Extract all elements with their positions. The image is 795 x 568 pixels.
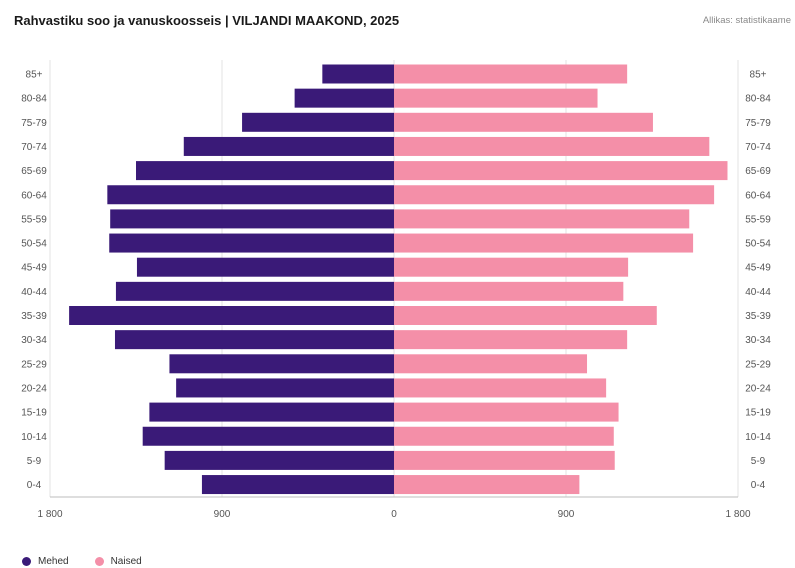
- y-tick-label-left: 75-79: [21, 118, 47, 129]
- bar-women-0-4[interactable]: [394, 475, 580, 495]
- bar-men-20-24[interactable]: [176, 378, 394, 398]
- labels-layer: 1 800 900 0 900 1 800 85+ 85+ 80-84 80-84 75-79 75…: [21, 70, 771, 521]
- bar-women-15-19[interactable]: [394, 402, 619, 422]
- bar-men-50-54[interactable]: [109, 233, 394, 253]
- y-tick-label-left: 35-39: [21, 311, 47, 322]
- grid-layer: [49, 60, 739, 498]
- y-tick-label-right: 75-79: [745, 118, 771, 129]
- bar-women-5-9[interactable]: [394, 450, 615, 470]
- x-tick-label: 1 800: [37, 509, 62, 520]
- bars-layer: [69, 64, 728, 495]
- bar-men-40-44[interactable]: [115, 281, 394, 301]
- bar-women-75-79[interactable]: [394, 112, 653, 132]
- bar-men-65-69[interactable]: [136, 161, 394, 181]
- bar-men-35-39[interactable]: [69, 306, 394, 325]
- y-tick-label-left: 85+: [26, 70, 43, 81]
- x-tick-label: 900: [214, 509, 231, 520]
- bar-men-45-49[interactable]: [136, 257, 394, 277]
- bar-women-45-49[interactable]: [394, 257, 629, 277]
- legend-label-men: Mehed: [38, 556, 69, 567]
- y-tick-label-right: 50-54: [745, 239, 771, 250]
- y-tick-label-left: 50-54: [21, 239, 47, 250]
- y-tick-label-left: 55-59: [21, 214, 47, 225]
- bar-women-50-54[interactable]: [394, 233, 694, 253]
- x-tick-label: 0: [391, 509, 397, 520]
- y-tick-label-right: 5-9: [751, 456, 766, 467]
- legend: Mehed Naised: [22, 556, 142, 567]
- bar-women-70-74[interactable]: [394, 136, 710, 156]
- bar-women-55-59[interactable]: [394, 209, 690, 229]
- y-tick-label-right: 80-84: [745, 94, 771, 105]
- bar-women-80-84[interactable]: [394, 88, 598, 108]
- y-tick-label-left: 40-44: [21, 287, 47, 298]
- x-tick-label: 1 800: [725, 509, 750, 520]
- y-tick-label-right: 20-24: [745, 383, 771, 394]
- y-tick-label-right: 30-34: [745, 335, 771, 346]
- bar-women-30-34[interactable]: [394, 330, 628, 350]
- legend-dot-women-icon: [94, 557, 104, 566]
- y-tick-label-right: 25-29: [745, 359, 771, 370]
- legend-label-women: Naised: [110, 556, 142, 567]
- y-tick-label-left: 65-69: [21, 166, 47, 177]
- bar-men-85+[interactable]: [322, 64, 394, 84]
- y-tick-label-right: 85+: [750, 70, 767, 81]
- bar-men-30-34[interactable]: [114, 330, 394, 350]
- x-tick-label: 900: [558, 509, 575, 520]
- bar-women-20-24[interactable]: [394, 378, 607, 398]
- population-pyramid-chart: 1 800 900 0 900 1 800 85+ 85+ 80-84 80-84 75-79 75…: [21, 60, 771, 521]
- y-tick-label-right: 15-19: [745, 408, 771, 419]
- bar-women-25-29[interactable]: [394, 354, 588, 374]
- bar-women-60-64[interactable]: [394, 185, 715, 205]
- y-tick-label-right: 45-49: [745, 263, 771, 274]
- bar-women-10-14[interactable]: [394, 426, 614, 446]
- y-tick-label-right: 55-59: [745, 214, 771, 225]
- bar-women-35-39[interactable]: [394, 306, 657, 325]
- legend-item-women[interactable]: Naised: [94, 556, 142, 567]
- bar-men-75-79[interactable]: [242, 112, 394, 132]
- y-tick-label-left: 60-64: [21, 190, 47, 201]
- y-tick-label-left: 20-24: [21, 383, 47, 394]
- legend-dot-men-icon: [22, 557, 31, 566]
- y-tick-label-left: 25-29: [21, 359, 47, 370]
- y-tick-label-right: 35-39: [745, 311, 771, 322]
- y-tick-label-left: 30-34: [21, 335, 47, 346]
- y-tick-label-left: 45-49: [21, 263, 47, 274]
- bar-women-40-44[interactable]: [394, 281, 624, 301]
- bar-men-80-84[interactable]: [294, 88, 394, 108]
- y-tick-label-right: 60-64: [745, 190, 771, 201]
- source-label: Allikas: statistikaame: [702, 15, 791, 26]
- y-tick-label-right: 70-74: [745, 142, 771, 153]
- bar-men-10-14[interactable]: [142, 426, 394, 446]
- bar-men-5-9[interactable]: [164, 450, 394, 470]
- y-tick-label-left: 10-14: [21, 432, 47, 443]
- bar-men-55-59[interactable]: [110, 209, 394, 229]
- bar-men-25-29[interactable]: [169, 354, 394, 374]
- bar-men-60-64[interactable]: [107, 185, 394, 205]
- y-tick-label-right: 10-14: [745, 432, 771, 443]
- bar-women-85+[interactable]: [394, 64, 628, 84]
- bar-men-70-74[interactable]: [183, 136, 394, 156]
- y-tick-label-left: 0-4: [27, 480, 42, 491]
- y-tick-label-left: 5-9: [27, 456, 42, 467]
- bar-men-0-4[interactable]: [201, 475, 394, 495]
- y-tick-label-left: 70-74: [21, 142, 47, 153]
- y-tick-label-right: 65-69: [745, 166, 771, 177]
- legend-item-men[interactable]: Mehed: [22, 556, 69, 567]
- y-tick-label-right: 40-44: [745, 287, 771, 298]
- bar-women-65-69[interactable]: [394, 161, 728, 181]
- y-tick-label-right: 0-4: [751, 480, 766, 491]
- chart-title: Rahvastiku soo ja vanuskoosseis | VILJAN…: [14, 13, 400, 28]
- y-tick-label-left: 15-19: [21, 408, 47, 419]
- y-tick-label-left: 80-84: [21, 94, 47, 105]
- bar-men-15-19[interactable]: [149, 402, 394, 422]
